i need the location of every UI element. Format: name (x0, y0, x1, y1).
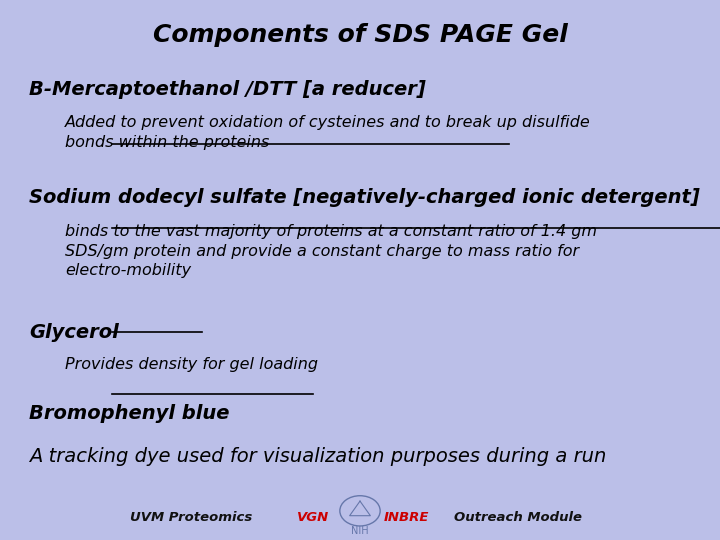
Text: Provides density for gel loading: Provides density for gel loading (65, 357, 318, 372)
Text: Outreach Module: Outreach Module (454, 511, 582, 524)
Text: B-Mercaptoethanol /DTT [a reducer]: B-Mercaptoethanol /DTT [a reducer] (29, 79, 426, 99)
Text: Bromophenyl blue: Bromophenyl blue (29, 403, 229, 423)
Text: Sodium dodecyl sulfate [negatively-charged ionic detergent]: Sodium dodecyl sulfate [negatively-charg… (29, 187, 700, 207)
Text: UVM Proteomics: UVM Proteomics (130, 511, 252, 524)
Text: Glycerol: Glycerol (29, 322, 119, 342)
Text: NIH: NIH (351, 526, 369, 536)
Text: Components of SDS PAGE Gel: Components of SDS PAGE Gel (153, 23, 567, 47)
Text: Added to prevent oxidation of cysteines and to break up disulfide
bonds within t: Added to prevent oxidation of cysteines … (65, 115, 590, 150)
Text: binds to the vast majority of proteins at a constant ratio of 1.4 gm
SDS/gm prot: binds to the vast majority of proteins a… (65, 224, 597, 279)
Text: A tracking dye used for visualization purposes during a run: A tracking dye used for visualization pu… (29, 447, 606, 466)
Text: VGN: VGN (297, 511, 329, 524)
Text: INBRE: INBRE (384, 511, 430, 524)
